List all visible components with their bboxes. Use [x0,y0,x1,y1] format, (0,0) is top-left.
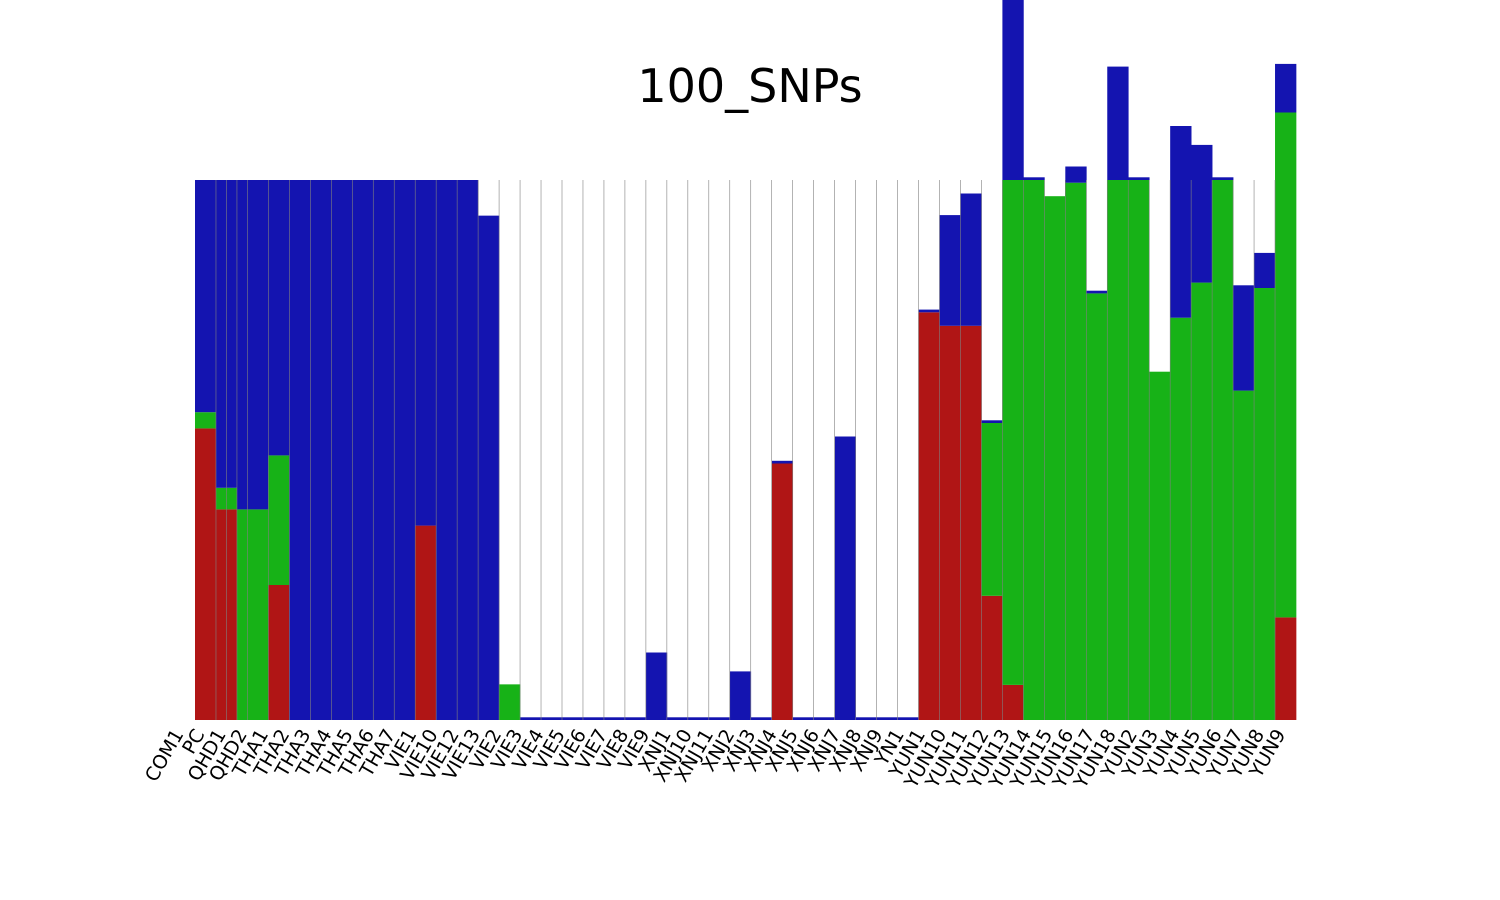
bar-segment-41-cluster-3 [1002,0,1024,180]
bar-segment-18-cluster-3 [520,717,542,720]
bar-segment-49-cluster-3 [1170,126,1192,318]
bar-segment-16-cluster-3 [478,215,500,720]
bar-segment-41-cluster-2 [1002,180,1024,685]
bar-segment-2-cluster-1 [215,509,227,720]
bar-segment-32-cluster-3 [813,717,835,720]
bar-segment-8-cluster-3 [310,180,332,720]
bar-segment-19-cluster-3 [541,717,563,720]
bar-segment-45-cluster-2 [1086,293,1108,720]
bar-segment-28-cluster-3 [729,671,752,720]
bar-segment-7-cluster-3 [289,180,311,720]
bar-segment-44-cluster-2 [1065,182,1087,720]
bar-segment-3-cluster-1 [226,509,238,720]
bar-segment-42-cluster-3 [1023,177,1045,180]
bar-segment-52-cluster-3 [1233,285,1255,391]
bar-segment-35-cluster-3 [876,717,898,720]
bar-segment-51-cluster-3 [1212,177,1234,180]
bar-segment-6-cluster-1 [268,585,290,720]
bar-segment-49-cluster-2 [1170,317,1192,720]
bar-segment-54-cluster-2 [1275,112,1297,618]
bar-segment-22-cluster-3 [603,717,626,720]
bar-segment-21-cluster-3 [582,717,605,720]
bar-segment-33-cluster-3 [834,436,856,720]
bar-segment-40-cluster-3 [981,420,1003,423]
bar-segment-3-cluster-3 [226,180,238,488]
bar-segment-37-cluster-3 [918,309,940,313]
bar-segment-20-cluster-3 [562,717,584,720]
bar-segment-45-cluster-3 [1086,290,1108,294]
bar-segment-50-cluster-3 [1191,144,1213,283]
bar-segment-4-cluster-2 [236,509,248,720]
bar-segment-2-cluster-3 [215,180,227,488]
chart-title: 100_SNPs [637,59,862,113]
bar-segment-53-cluster-2 [1254,288,1276,720]
bar-segment-54-cluster-3 [1275,63,1297,113]
bar-segment-15-cluster-3 [457,180,479,720]
bar-segment-40-cluster-2 [981,423,1003,596]
bar-segment-51-cluster-2 [1212,180,1234,720]
bar-segment-3-cluster-2 [226,487,238,510]
bar-segment-29-cluster-3 [750,717,773,720]
bar-segment-1-cluster-2 [195,412,217,429]
bar-segment-11-cluster-3 [373,180,395,720]
bar-segment-43-cluster-2 [1044,196,1066,720]
bar-segment-47-cluster-3 [1128,177,1150,180]
bar-segment-48-cluster-2 [1149,371,1171,720]
bar-segment-6-cluster-2 [268,455,290,585]
bar-segment-30-cluster-1 [771,463,794,720]
bar-segment-36-cluster-3 [897,717,919,720]
bar-segment-37-cluster-1 [918,312,940,720]
bar-segment-40-cluster-1 [981,595,1003,720]
bar-segment-38-cluster-3 [939,215,961,326]
bar-segment-39-cluster-1 [960,325,982,720]
bar-segment-54-cluster-1 [1275,617,1297,720]
bar-segment-41-cluster-1 [1002,684,1024,720]
bar-segment-38-cluster-1 [939,325,961,720]
bar-segment-17-cluster-2 [499,684,521,720]
bar-segment-1-cluster-1 [195,428,217,720]
bar-segment-46-cluster-3 [1107,66,1129,180]
bar-segment-14-cluster-3 [436,180,458,720]
bar-segment-25-cluster-3 [666,717,689,720]
bar-segment-6-cluster-3 [268,180,290,456]
bar-segment-52-cluster-2 [1233,390,1255,720]
bar-segment-10-cluster-3 [352,180,374,720]
bar-segment-5-cluster-3 [247,180,269,510]
bar-segment-12-cluster-3 [394,180,416,720]
bar-segment-26-cluster-3 [687,717,710,720]
x-tick-label: COM1 [141,726,188,786]
bar-segment-27-cluster-3 [708,717,731,720]
bar-segment-1-cluster-3 [195,180,217,413]
bar-segment-24-cluster-3 [645,652,668,720]
x-tick-labels: COM1PCQHD1QHD2THA1THA2THA3THA4THA5THA6TH… [141,726,1290,793]
bar-segment-13-cluster-3 [415,180,437,526]
bars-group [195,0,1297,720]
bar-segment-23-cluster-3 [624,717,647,720]
bar-segment-31-cluster-3 [792,717,815,720]
bar-segment-42-cluster-2 [1023,180,1045,720]
bar-segment-9-cluster-3 [331,180,353,720]
bar-segment-44-cluster-3 [1065,166,1087,183]
bar-segment-50-cluster-2 [1191,282,1213,720]
bar-segment-39-cluster-3 [960,193,982,326]
bar-segment-34-cluster-3 [855,717,877,720]
bar-segment-13-cluster-1 [415,525,437,720]
bar-segment-5-cluster-2 [247,509,269,720]
bar-segment-46-cluster-2 [1107,180,1129,720]
bar-segment-4-cluster-3 [236,180,248,510]
bar-segment-2-cluster-2 [215,487,227,510]
bar-segment-53-cluster-3 [1254,252,1276,288]
bar-segment-47-cluster-2 [1128,180,1150,720]
bar-segment-30-cluster-3 [771,460,794,464]
